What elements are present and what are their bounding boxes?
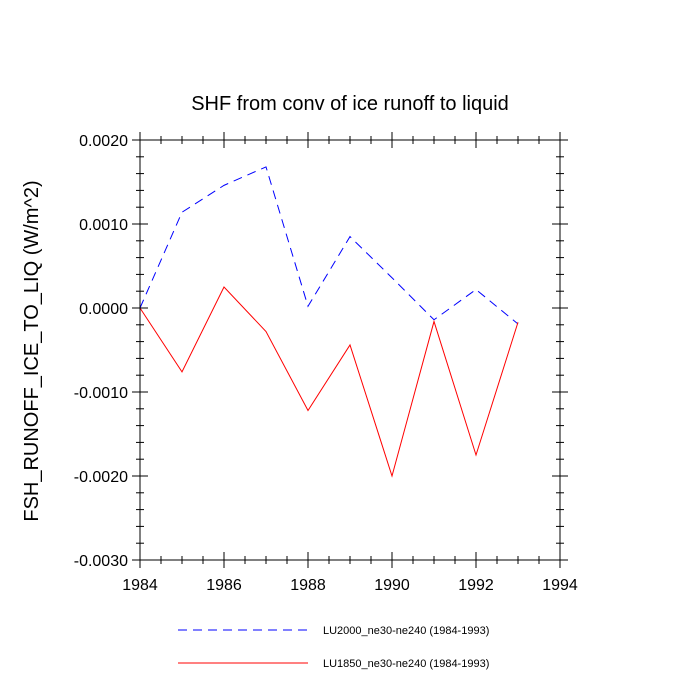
series-line-1	[139, 166, 519, 325]
axis-ticks	[132, 132, 568, 568]
y-tick-label: -0.0020	[74, 469, 128, 486]
legend-label-2: LU1850_ne30-ne240 (1984-1993)	[323, 658, 489, 670]
y-tick-label: 0.0020	[79, 133, 128, 150]
y-tick-label: -0.0030	[74, 553, 128, 570]
x-tick-label: 1992	[458, 577, 494, 594]
axis-tick-labels: 1984 1986 1988 1990 1992 1994 -0.0030 -0.0020 -0…	[74, 133, 578, 594]
series-line-2	[139, 286, 519, 478]
x-tick-label: 1988	[290, 577, 326, 594]
y-axis-label: FSH_RUNOFF_ICE_TO_LIQ (W/m^2)	[21, 180, 43, 521]
series-layer	[139, 166, 519, 478]
x-tick-label: 1984	[122, 577, 158, 594]
chart-title: SHF from conv of ice runoff to liquid	[191, 93, 509, 115]
legend-label-1: LU2000_ne30-ne240 (1984-1993)	[323, 625, 489, 637]
y-tick-label: 0.0010	[79, 217, 128, 234]
x-tick-label: 1994	[542, 577, 578, 594]
x-tick-label: 1990	[374, 577, 410, 594]
legend: LU2000_ne30-ne240 (1984-1993) LU1850_ne30…	[178, 625, 489, 670]
x-tick-label: 1986	[206, 577, 242, 594]
y-tick-label: -0.0010	[74, 385, 128, 402]
y-tick-label: 0.0000	[79, 301, 128, 318]
plot-frame	[139, 139, 561, 561]
